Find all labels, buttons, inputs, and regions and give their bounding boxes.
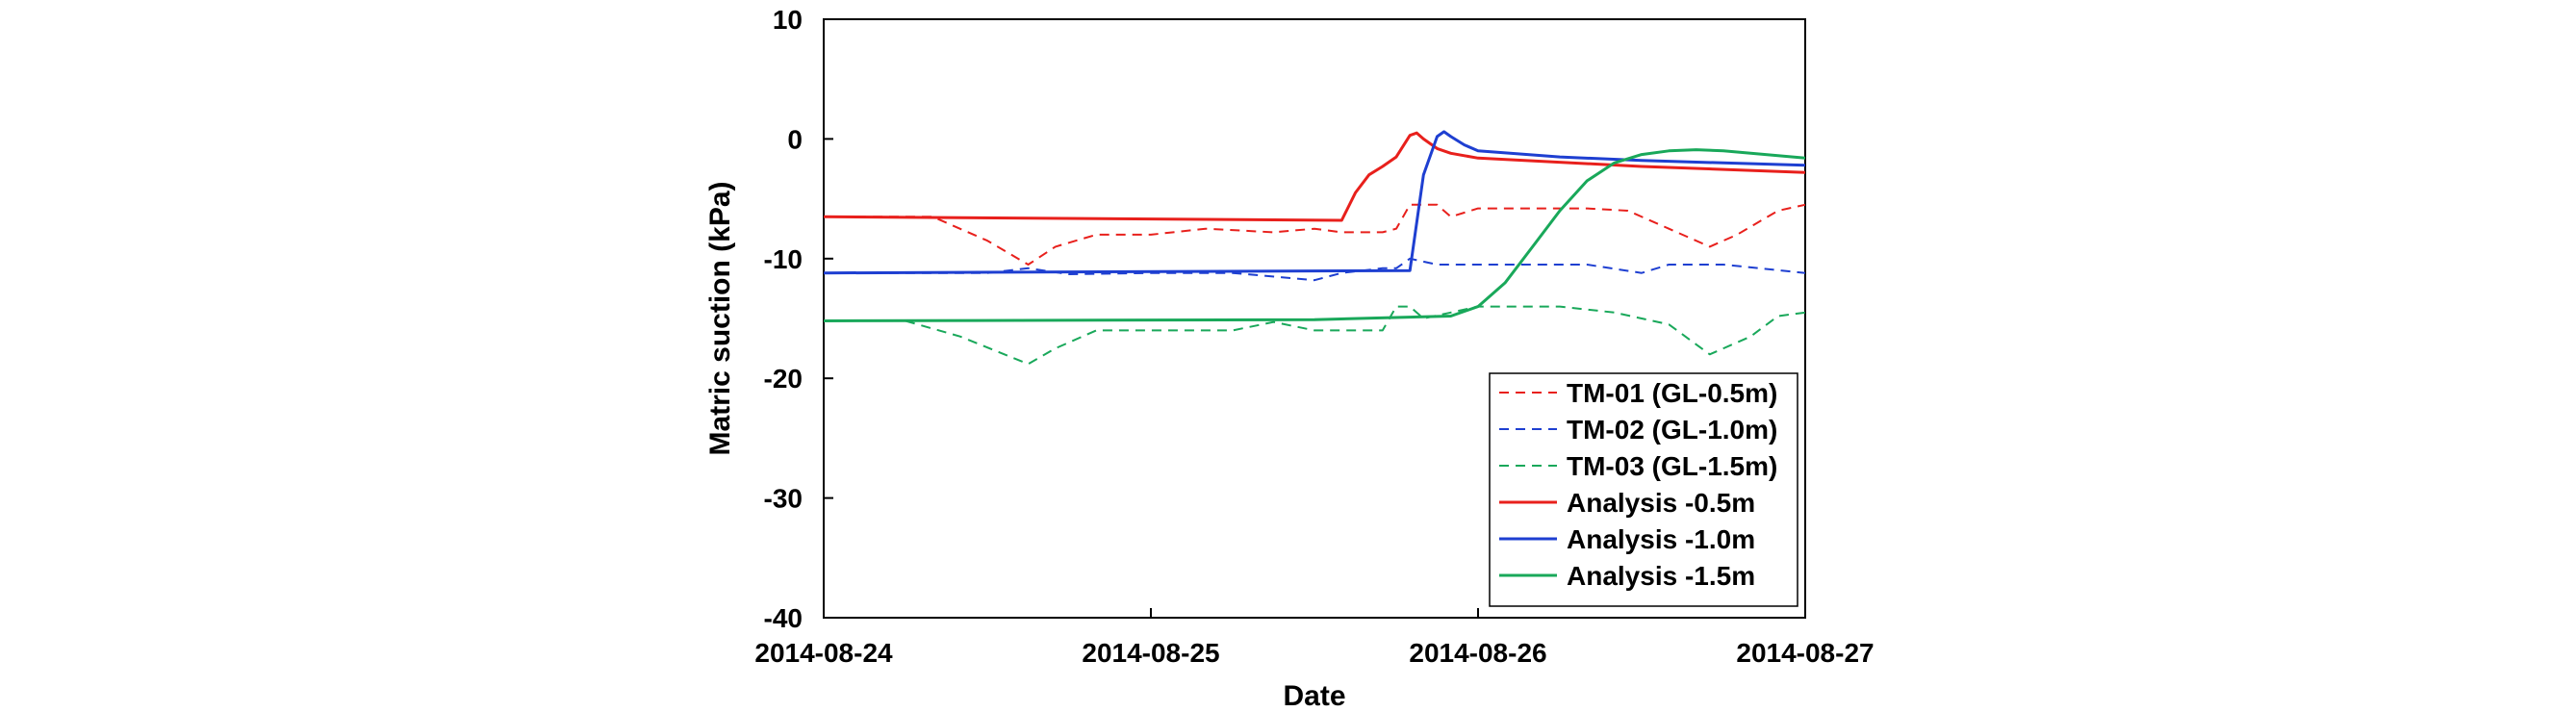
legend: TM-01 (GL-0.5m) TM-02 (GL-1.0m) TM-03 (GL-…	[1489, 372, 1798, 607]
series-line-3	[824, 305, 1806, 366]
legend-label-2: TM-02 (GL-1.0m)	[1567, 415, 1777, 445]
legend-label-4: Analysis -0.5m	[1567, 488, 1755, 518]
x-axis-label: Date	[1283, 680, 1345, 712]
y-axis-label: Matric suction (kPa)	[704, 181, 736, 455]
x-axis-ticks: 2014-08-24 2014-08-25 2014-08-26 2014-08-27	[754, 608, 1875, 668]
x-tick-label: 2014-08-24	[754, 638, 893, 668]
y-tick-label: 0	[787, 124, 803, 154]
y-tick-label: -40	[764, 603, 803, 633]
legend-label-6: Analysis -1.5m	[1567, 561, 1755, 591]
y-tick-label: -10	[764, 244, 803, 274]
x-tick-label: 2014-08-25	[1082, 638, 1219, 668]
legend-label-1: TM-01 (GL-0.5m)	[1567, 378, 1777, 408]
y-tick-label: 10	[773, 5, 803, 35]
legend-box	[1489, 372, 1798, 607]
series-layer	[823, 130, 1806, 366]
y-tick-label: -20	[764, 364, 803, 394]
y-tick-label: -30	[764, 484, 803, 514]
y-axis-ticks: 10 0 -10 -20 -30 -40	[764, 5, 833, 633]
series-line-5	[823, 130, 1806, 275]
x-tick-label: 2014-08-26	[1409, 638, 1546, 668]
legend-label-5: Analysis -1.0m	[1567, 524, 1755, 554]
x-tick-label: 2014-08-27	[1736, 638, 1874, 668]
series-line-4	[823, 131, 1806, 222]
legend-label-3: TM-03 (GL-1.5m)	[1567, 451, 1777, 481]
series-line-6	[823, 148, 1806, 322]
